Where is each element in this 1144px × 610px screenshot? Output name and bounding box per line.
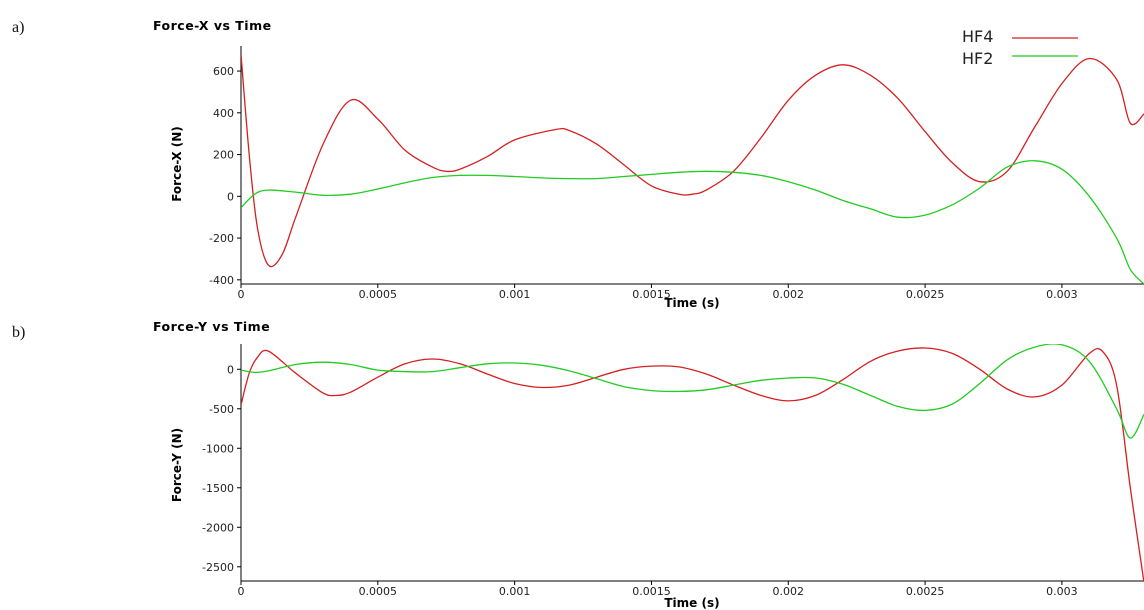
legend-label-hf2: HF2 bbox=[962, 49, 993, 68]
x-tick-label: 0.0015 bbox=[632, 288, 671, 301]
series-line-hf4 bbox=[241, 347, 1144, 581]
y-axis-label: Force-X (N) bbox=[170, 126, 184, 202]
legend-label-hf4: HF4 bbox=[962, 27, 993, 46]
chart-title: Force-Y vs Time bbox=[153, 319, 270, 334]
x-axis-label: Time (s) bbox=[664, 296, 719, 310]
x-tick-label: 0.002 bbox=[773, 288, 805, 301]
x-tick-label: 0.001 bbox=[499, 288, 531, 301]
x-tick-label: 0.001 bbox=[499, 585, 531, 598]
series-line-hf4 bbox=[241, 54, 1144, 268]
x-tick-label: 0.0015 bbox=[632, 585, 671, 598]
x-tick-label: 0.003 bbox=[1046, 585, 1078, 598]
x-tick-label: 0.0005 bbox=[359, 288, 398, 301]
x-tick-label: 0.003 bbox=[1046, 288, 1078, 301]
y-tick-label: 400 bbox=[213, 107, 234, 120]
y-tick-label: 200 bbox=[213, 149, 234, 162]
x-tick-label: 0.0025 bbox=[906, 585, 945, 598]
series-line-hf2 bbox=[241, 160, 1144, 284]
x-tick-label: 0 bbox=[238, 288, 245, 301]
force-y-chart: Force-Y vs Time Force-Y (N) Time (s) 0 -5… bbox=[153, 319, 1144, 610]
y-axis-label: Force-Y (N) bbox=[170, 428, 184, 502]
panel-label-a: a) bbox=[12, 19, 24, 36]
y-tick-label: 0 bbox=[227, 363, 234, 376]
series-line-hf2 bbox=[241, 344, 1144, 439]
y-tick-label: -1000 bbox=[202, 442, 234, 455]
y-tick-label: -1500 bbox=[202, 482, 234, 495]
y-tick-label: 600 bbox=[213, 65, 234, 78]
x-tick-label: 0.002 bbox=[773, 585, 805, 598]
chart-title: Force-X vs Time bbox=[153, 18, 272, 33]
x-tick-label: 0.0025 bbox=[906, 288, 945, 301]
y-tick-label: -200 bbox=[209, 232, 234, 245]
y-tick-label: -2000 bbox=[202, 521, 234, 534]
x-tick-label: 0.0005 bbox=[359, 585, 398, 598]
legend: HF4 HF2 bbox=[962, 27, 1078, 68]
panel-label-b: b) bbox=[12, 324, 25, 341]
y-tick-label: -2500 bbox=[202, 561, 234, 574]
x-axis-label: Time (s) bbox=[664, 596, 719, 610]
y-tick-label: -500 bbox=[209, 403, 234, 416]
x-tick-label: 0 bbox=[238, 585, 245, 598]
force-x-chart: Force-X vs Time Force-X (N) Time (s) 600… bbox=[153, 18, 1144, 310]
y-tick-label: -400 bbox=[209, 274, 234, 287]
y-tick-label: 0 bbox=[227, 190, 234, 203]
